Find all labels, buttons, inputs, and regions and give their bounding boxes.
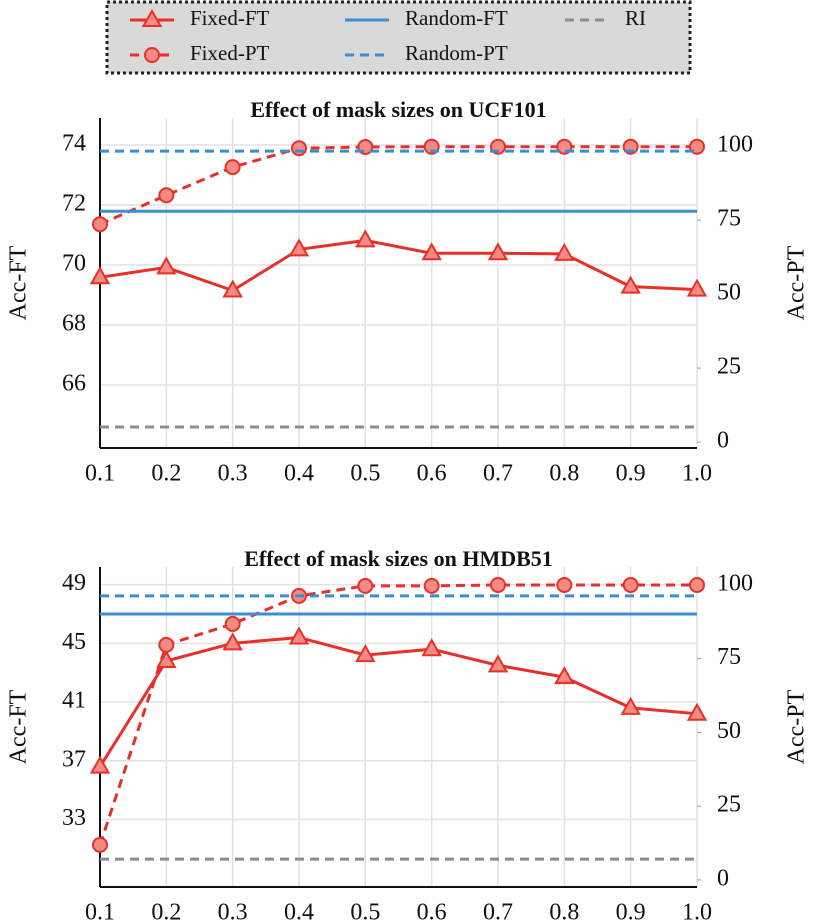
x-tick-label: 0.3 [218, 900, 248, 924]
marker-circle [357, 577, 374, 594]
y-tick-label: 41 [62, 688, 86, 714]
marker-circle [224, 615, 241, 632]
y2-tick-label: 50 [717, 280, 741, 306]
legend-label: RI [625, 6, 646, 30]
y-axis-label: Acc-FT [6, 689, 32, 764]
legend-box [105, 0, 692, 75]
y2-tick-label: 0 [717, 428, 729, 454]
x-tick-label: 0.2 [151, 461, 181, 487]
y2-tick-label: 100 [717, 570, 753, 596]
marker-triangle [222, 279, 243, 298]
y2-tick-label: 75 [717, 206, 741, 232]
y-tick-label: 68 [62, 311, 86, 337]
marker-circle [158, 187, 175, 204]
marker-circle [689, 576, 705, 593]
y2-tick-label: 25 [717, 792, 741, 818]
marker-triangle [222, 632, 243, 651]
x-tick-label: 0.5 [350, 900, 380, 924]
marker-circle [490, 576, 506, 593]
marker-triangle [421, 638, 442, 657]
marker-circle [144, 47, 160, 63]
marker-circle [224, 159, 241, 176]
marker-triangle [156, 256, 177, 275]
x-tick-label: 0.2 [151, 900, 181, 924]
marker-triangle [620, 696, 641, 715]
y-tick-label: 33 [62, 805, 86, 831]
marker-circle [556, 576, 573, 593]
marker-circle [158, 636, 175, 653]
marker-circle [92, 836, 108, 853]
marker-triangle [487, 654, 509, 673]
marker-triangle [355, 644, 376, 663]
x-tick-label: 0.5 [350, 461, 380, 487]
y-tick-label: 49 [62, 570, 86, 596]
marker-triangle [554, 242, 575, 261]
series-line [98, 583, 697, 846]
x-tick-label: 0.8 [549, 900, 579, 924]
x-tick-label: 0.9 [616, 461, 646, 487]
x-tick-label: 0.6 [417, 461, 447, 487]
series-line [99, 145, 697, 226]
y-tick-label: 70 [62, 251, 86, 277]
marker-circle [92, 216, 108, 233]
legend-label: Random-FT [405, 6, 508, 30]
y-tick-label: 37 [62, 746, 86, 772]
marker-triangle [355, 229, 376, 248]
series-line [99, 238, 698, 293]
marker-triangle [89, 266, 111, 285]
x-tick-label: 0.9 [616, 900, 646, 924]
chart-title: Effect of mask sizes on UCF101 [250, 97, 546, 122]
x-tick-label: 0.3 [218, 461, 248, 487]
marker-triangle [686, 702, 708, 721]
y2-axis-label: Acc-PT [784, 689, 810, 764]
y-tick-label: 74 [62, 131, 86, 157]
marker-triangle [620, 275, 641, 294]
marker-triangle [288, 238, 310, 257]
y2-tick-label: 0 [717, 865, 729, 891]
y2-tick-label: 100 [717, 132, 753, 158]
marker-triangle [686, 278, 708, 297]
x-tick-label: 0.1 [85, 900, 115, 924]
x-tick-label: 0.7 [483, 461, 513, 487]
x-tick-label: 0.1 [85, 461, 115, 487]
y-axis-label: Acc-FT [6, 245, 32, 320]
y-tick-label: 66 [62, 371, 86, 397]
x-tick-label: 0.6 [417, 900, 447, 924]
x-tick-label: 0.4 [284, 461, 314, 487]
y2-tick-label: 50 [717, 718, 741, 744]
marker-circle [622, 576, 639, 593]
y2-tick-label: 25 [717, 354, 741, 380]
marker-triangle [487, 242, 509, 261]
x-tick-label: 1.0 [682, 900, 712, 924]
chart-title: Effect of mask sizes on HMDB51 [244, 546, 553, 571]
marker-circle [423, 577, 440, 594]
x-tick-label: 0.7 [483, 900, 513, 924]
marker-triangle [421, 242, 442, 261]
marker-triangle [89, 755, 111, 774]
marker-circle [291, 140, 307, 157]
y-tick-label: 72 [62, 191, 86, 217]
y2-axis-label: Acc-PT [784, 245, 810, 320]
x-tick-label: 0.8 [549, 461, 579, 487]
legend-label: Fixed-PT [190, 41, 270, 65]
y2-tick-label: 75 [717, 644, 741, 670]
series-line [98, 635, 698, 768]
x-tick-label: 1.0 [682, 461, 712, 487]
marker-triangle [141, 8, 163, 27]
x-tick-label: 0.4 [284, 900, 314, 924]
marker-triangle [288, 626, 310, 645]
marker-triangle [554, 666, 575, 685]
legend-label: Random-PT [405, 41, 508, 65]
legend-label: Fixed-FT [190, 6, 270, 30]
y-tick-label: 45 [62, 629, 86, 655]
